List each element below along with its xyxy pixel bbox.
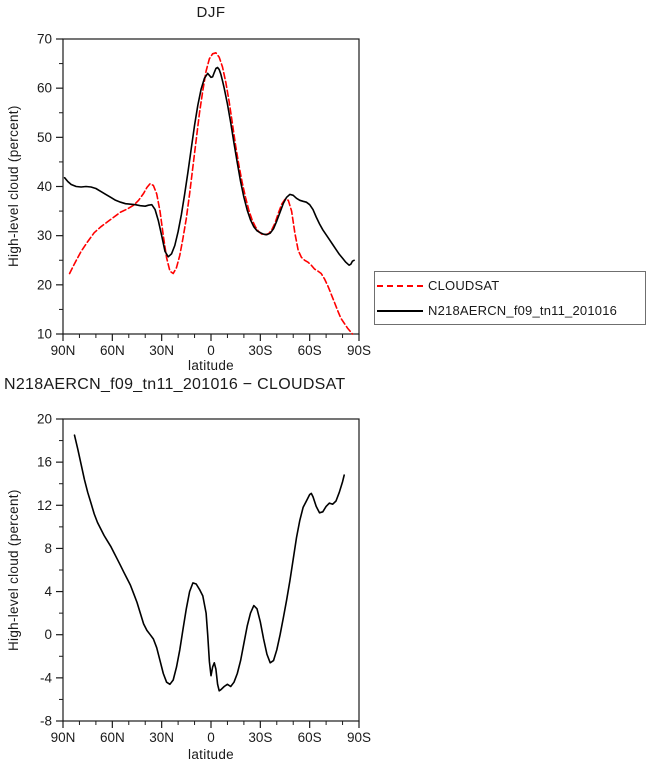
top-chart-plot-area: 90N 60N 30N 0 30S 60S 90S 70 60 50 40 30 20 10 [37,32,371,359]
svg-text:20: 20 [37,412,52,427]
svg-text:90N: 90N [51,730,76,745]
svg-text:0: 0 [207,343,215,358]
svg-text:90S: 90S [347,343,371,358]
legend-label-model: N218AERCN_f09_tn11_201016 [428,303,618,318]
bottom-chart-title: N218AERCN_f09_tn11_201016 − CLOUDSAT [4,376,346,393]
svg-text:8: 8 [44,541,52,556]
svg-text:20: 20 [37,277,52,292]
svg-text:60N: 60N [100,730,125,745]
svg-text:60: 60 [37,81,52,96]
svg-text:30: 30 [37,228,52,243]
svg-text:60S: 60S [298,343,322,358]
svg-text:60N: 60N [100,343,125,358]
bottom-chart-x-axis-label: latitude [188,747,234,762]
top-chart-title: DJF [196,4,226,21]
svg-text:30N: 30N [149,343,174,358]
model-line-sample-icon [377,309,423,312]
svg-text:4: 4 [44,584,52,599]
top-chart-x-axis-label: latitude [188,358,234,373]
legend-entry-cloudsat: CLOUDSAT [375,273,645,298]
svg-text:0: 0 [44,627,52,642]
svg-text:30N: 30N [149,730,174,745]
svg-text:0: 0 [207,730,215,745]
svg-text:50: 50 [37,130,52,145]
cloudsat-line-sample-icon [377,284,423,287]
svg-text:90N: 90N [51,343,76,358]
legend-entry-model: N218AERCN_f09_tn11_201016 [375,298,645,323]
bottom-chart-plot-area: 90N 60N 30N 0 30S 60S 90S 20 16 12 8 4 0 -4 -8 [37,412,371,746]
svg-text:30S: 30S [248,730,272,745]
svg-text:70: 70 [37,32,52,47]
svg-text:90S: 90S [347,730,371,745]
svg-text:-4: -4 [40,670,52,685]
svg-text:30S: 30S [248,343,272,358]
svg-text:10: 10 [37,327,52,342]
svg-text:40: 40 [37,179,52,194]
svg-text:16: 16 [37,455,52,470]
legend-box: CLOUDSAT N218AERCN_f09_tn11_201016 [374,271,646,325]
svg-text:60S: 60S [298,730,322,745]
legend-label-cloudsat: CLOUDSAT [428,278,500,293]
svg-text:-8: -8 [40,714,52,729]
svg-text:12: 12 [37,498,52,513]
